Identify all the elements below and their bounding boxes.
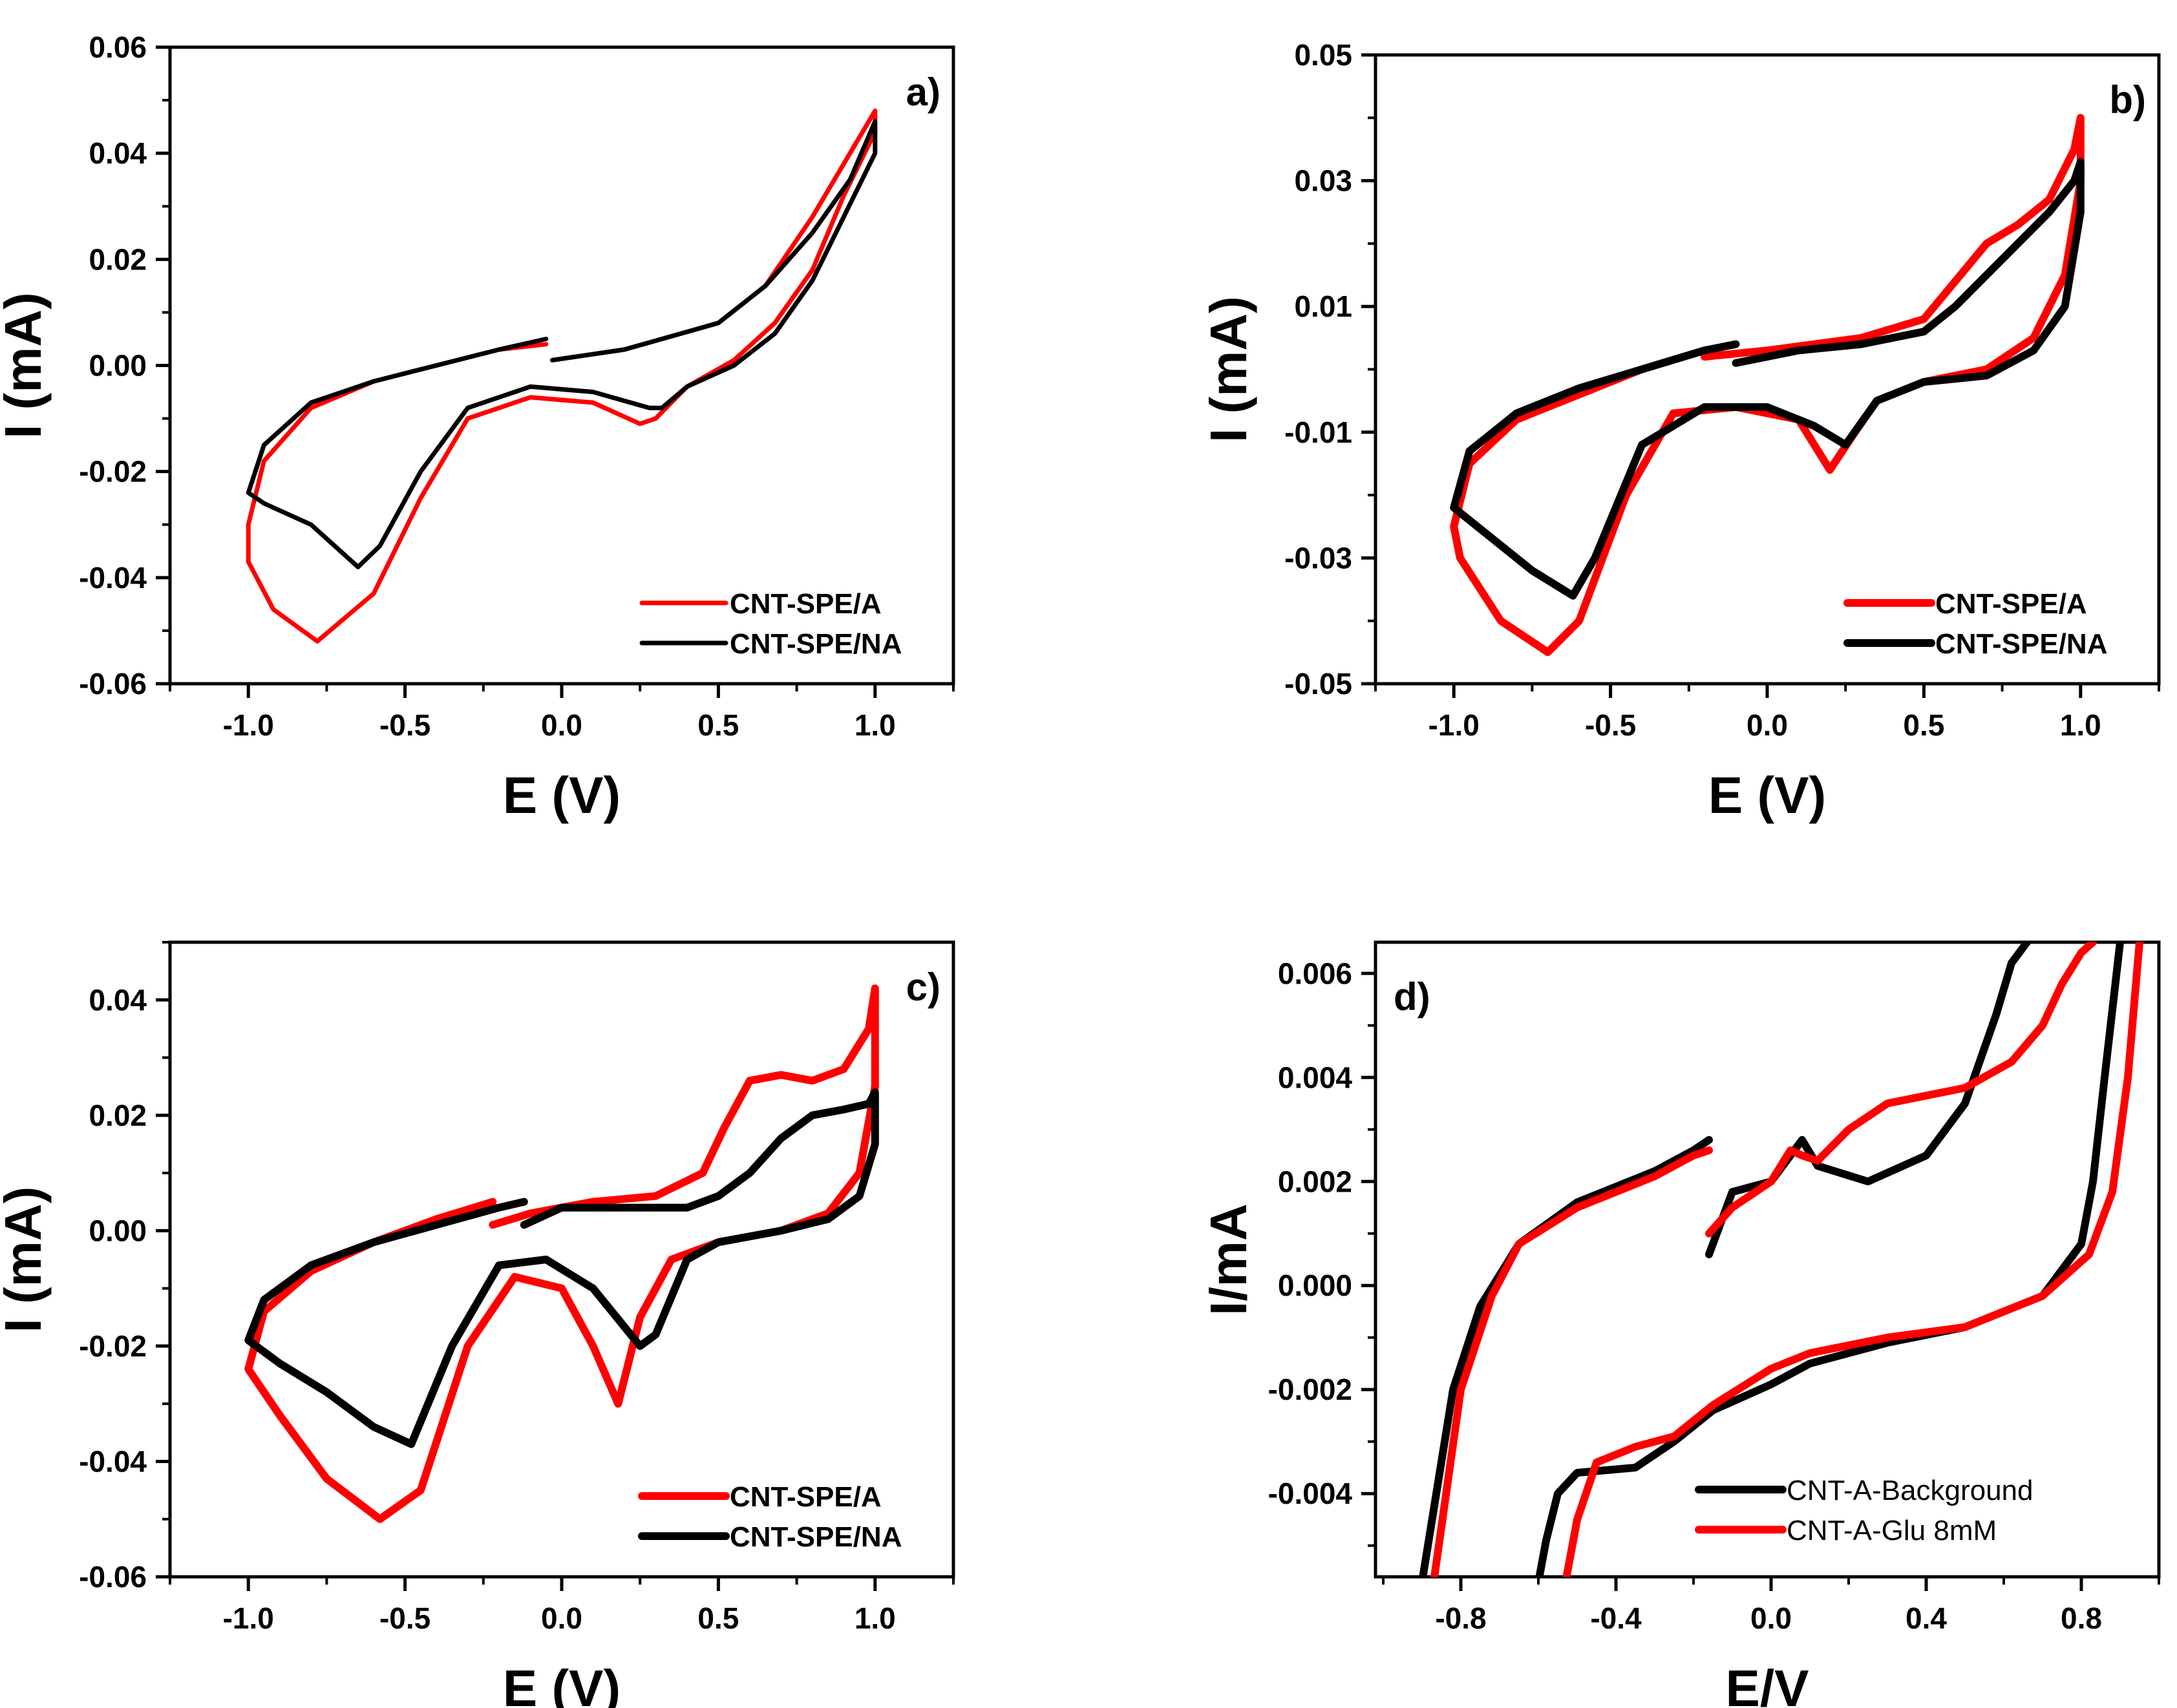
y-tick-label: 0.006 xyxy=(1278,956,1352,990)
panel-label: d) xyxy=(1394,975,1430,1018)
legend: CNT-SPE/A CNT-SPE/NA xyxy=(638,1481,902,1553)
x-tick-label: -1.0 xyxy=(223,1601,274,1635)
series-group xyxy=(1450,114,2085,657)
x-axis-label: E (V) xyxy=(1708,766,1826,824)
x-axis-label: E (V) xyxy=(503,1660,621,1708)
x-tick-label: 0.0 xyxy=(541,708,582,742)
x-axis-label: E/V xyxy=(1726,1660,1809,1708)
series-line-red xyxy=(1430,1146,1713,1577)
y-axis-label: I (mA) xyxy=(0,292,52,439)
legend: CNT-SPE/A CNT-SPE/NA xyxy=(639,588,902,660)
series-line-black xyxy=(244,1088,879,1448)
y-tick-label: -0.06 xyxy=(79,1560,147,1594)
x-tick-label: 0.4 xyxy=(1906,1601,1947,1635)
legend: CNT-SPE/A CNT-SPE/NA xyxy=(1843,588,2107,660)
y-tick-label: 0.01 xyxy=(1294,290,1352,323)
series-line-black xyxy=(1450,158,2085,600)
y-tick-label: -0.03 xyxy=(1284,541,1352,575)
legend-label: CNT-SPE/NA xyxy=(730,628,902,660)
x-tick-label: -0.5 xyxy=(379,708,430,742)
y-tick-label: 0.004 xyxy=(1278,1060,1353,1094)
x-tick-label: 1.0 xyxy=(855,1601,896,1635)
y-tick-label: -0.04 xyxy=(79,561,147,595)
panel-a: -1.0 -0.5 0.0 0.5 1.0 -0.06 -0.04 -0.02 0.00 0.02… xyxy=(0,30,955,824)
series-line-red xyxy=(246,109,878,644)
y-tick-label: 0.02 xyxy=(89,1099,147,1132)
y-tick-label: 0.04 xyxy=(89,136,147,170)
legend-label: CNT-SPE/A xyxy=(730,588,882,620)
y-axis-label: I (mA) xyxy=(1200,296,1257,443)
panel-d: -0.8 -0.4 0.0 0.4 0.8 -0.004 -0.002 0.000 0.002 0… xyxy=(1200,940,2161,1708)
legend-label: CNT-A-Glu 8mM xyxy=(1787,1515,1997,1546)
x-tick-label: 0.0 xyxy=(541,1601,582,1635)
y-tick-label: 0.05 xyxy=(1294,38,1352,72)
y-tick-label: 0.04 xyxy=(89,983,147,1017)
y-tick-label: 0.002 xyxy=(1278,1165,1352,1198)
x-axis-label: E (V) xyxy=(503,766,621,824)
series-line-black xyxy=(1705,942,2031,1258)
x-tick-label: -0.5 xyxy=(1585,708,1636,742)
y-tick-label: 0.000 xyxy=(1278,1269,1352,1302)
series-line-black xyxy=(1419,1135,1713,1577)
y-axis-label: I (mA) xyxy=(0,1186,52,1333)
panel-b: -1.0 -0.5 0.0 0.5 1.0 -0.05 -0.03 -0.01 0.01 0.03… xyxy=(1200,38,2161,824)
series-group xyxy=(244,984,879,1523)
legend-label: CNT-SPE/A xyxy=(1935,588,2087,620)
y-tick-label: 0.03 xyxy=(1294,164,1352,198)
series-line-black xyxy=(1535,942,2124,1577)
series-group xyxy=(246,109,878,644)
x-tick-label: 0.0 xyxy=(1750,1601,1792,1635)
y-tick-label: -0.01 xyxy=(1284,416,1352,449)
y-tick-label: -0.02 xyxy=(79,1329,147,1363)
x-tick-label: -0.5 xyxy=(379,1601,430,1635)
y-axis-label: I/mA xyxy=(1200,1203,1257,1315)
plot-frame xyxy=(1374,940,2161,1579)
x-tick-label: 0.5 xyxy=(1903,708,1944,742)
y-tick-label: -0.06 xyxy=(79,667,147,701)
y-tick-label: 0.00 xyxy=(89,349,147,383)
y-tick-label: -0.02 xyxy=(79,455,147,489)
x-tick-label: 0.5 xyxy=(697,1601,739,1635)
legend-label: CNT-A-Background xyxy=(1787,1475,2033,1506)
panel-label: b) xyxy=(2109,78,2146,121)
x-tick-label: 0.8 xyxy=(2061,1601,2102,1635)
legend-label: CNT-SPE/NA xyxy=(730,1521,902,1553)
x-tick-label: 1.0 xyxy=(855,708,896,742)
series-line-red xyxy=(1450,114,2085,657)
x-tick-label: 1.0 xyxy=(2060,708,2101,742)
y-tick-label: -0.05 xyxy=(1284,667,1352,701)
y-tick-label: -0.002 xyxy=(1268,1373,1352,1406)
series-group xyxy=(1419,942,2143,1577)
series-line-black xyxy=(246,119,878,569)
legend-label: CNT-SPE/NA xyxy=(1935,628,2107,660)
y-tick-label: -0.004 xyxy=(1268,1477,1353,1510)
series-line-red xyxy=(1562,942,2143,1577)
x-tick-label: -1.0 xyxy=(223,708,274,742)
y-tick-label: -0.04 xyxy=(79,1444,147,1478)
x-tick-label: 0.0 xyxy=(1747,708,1788,742)
x-tick-label: 0.5 xyxy=(697,708,739,742)
legend-label: CNT-SPE/A xyxy=(730,1481,882,1513)
x-tick-label: -1.0 xyxy=(1428,708,1480,742)
y-tick-label: 0.00 xyxy=(89,1214,147,1247)
x-tick-label: -0.4 xyxy=(1590,1601,1642,1635)
panel-label: c) xyxy=(906,965,940,1009)
legend: CNT-A-Background CNT-A-Glu 8mM xyxy=(1695,1475,2033,1546)
y-tick-label: 0.02 xyxy=(89,242,147,276)
x-tick-label: -0.8 xyxy=(1435,1601,1486,1635)
panel-c: -1.0 -0.5 0.0 0.5 1.0 -0.06 -0.04 -0.02 0.00 0.02… xyxy=(0,940,955,1708)
series-line-red xyxy=(1705,942,2097,1238)
panel-label: a) xyxy=(906,70,940,114)
y-tick-label: 0.06 xyxy=(89,30,147,64)
